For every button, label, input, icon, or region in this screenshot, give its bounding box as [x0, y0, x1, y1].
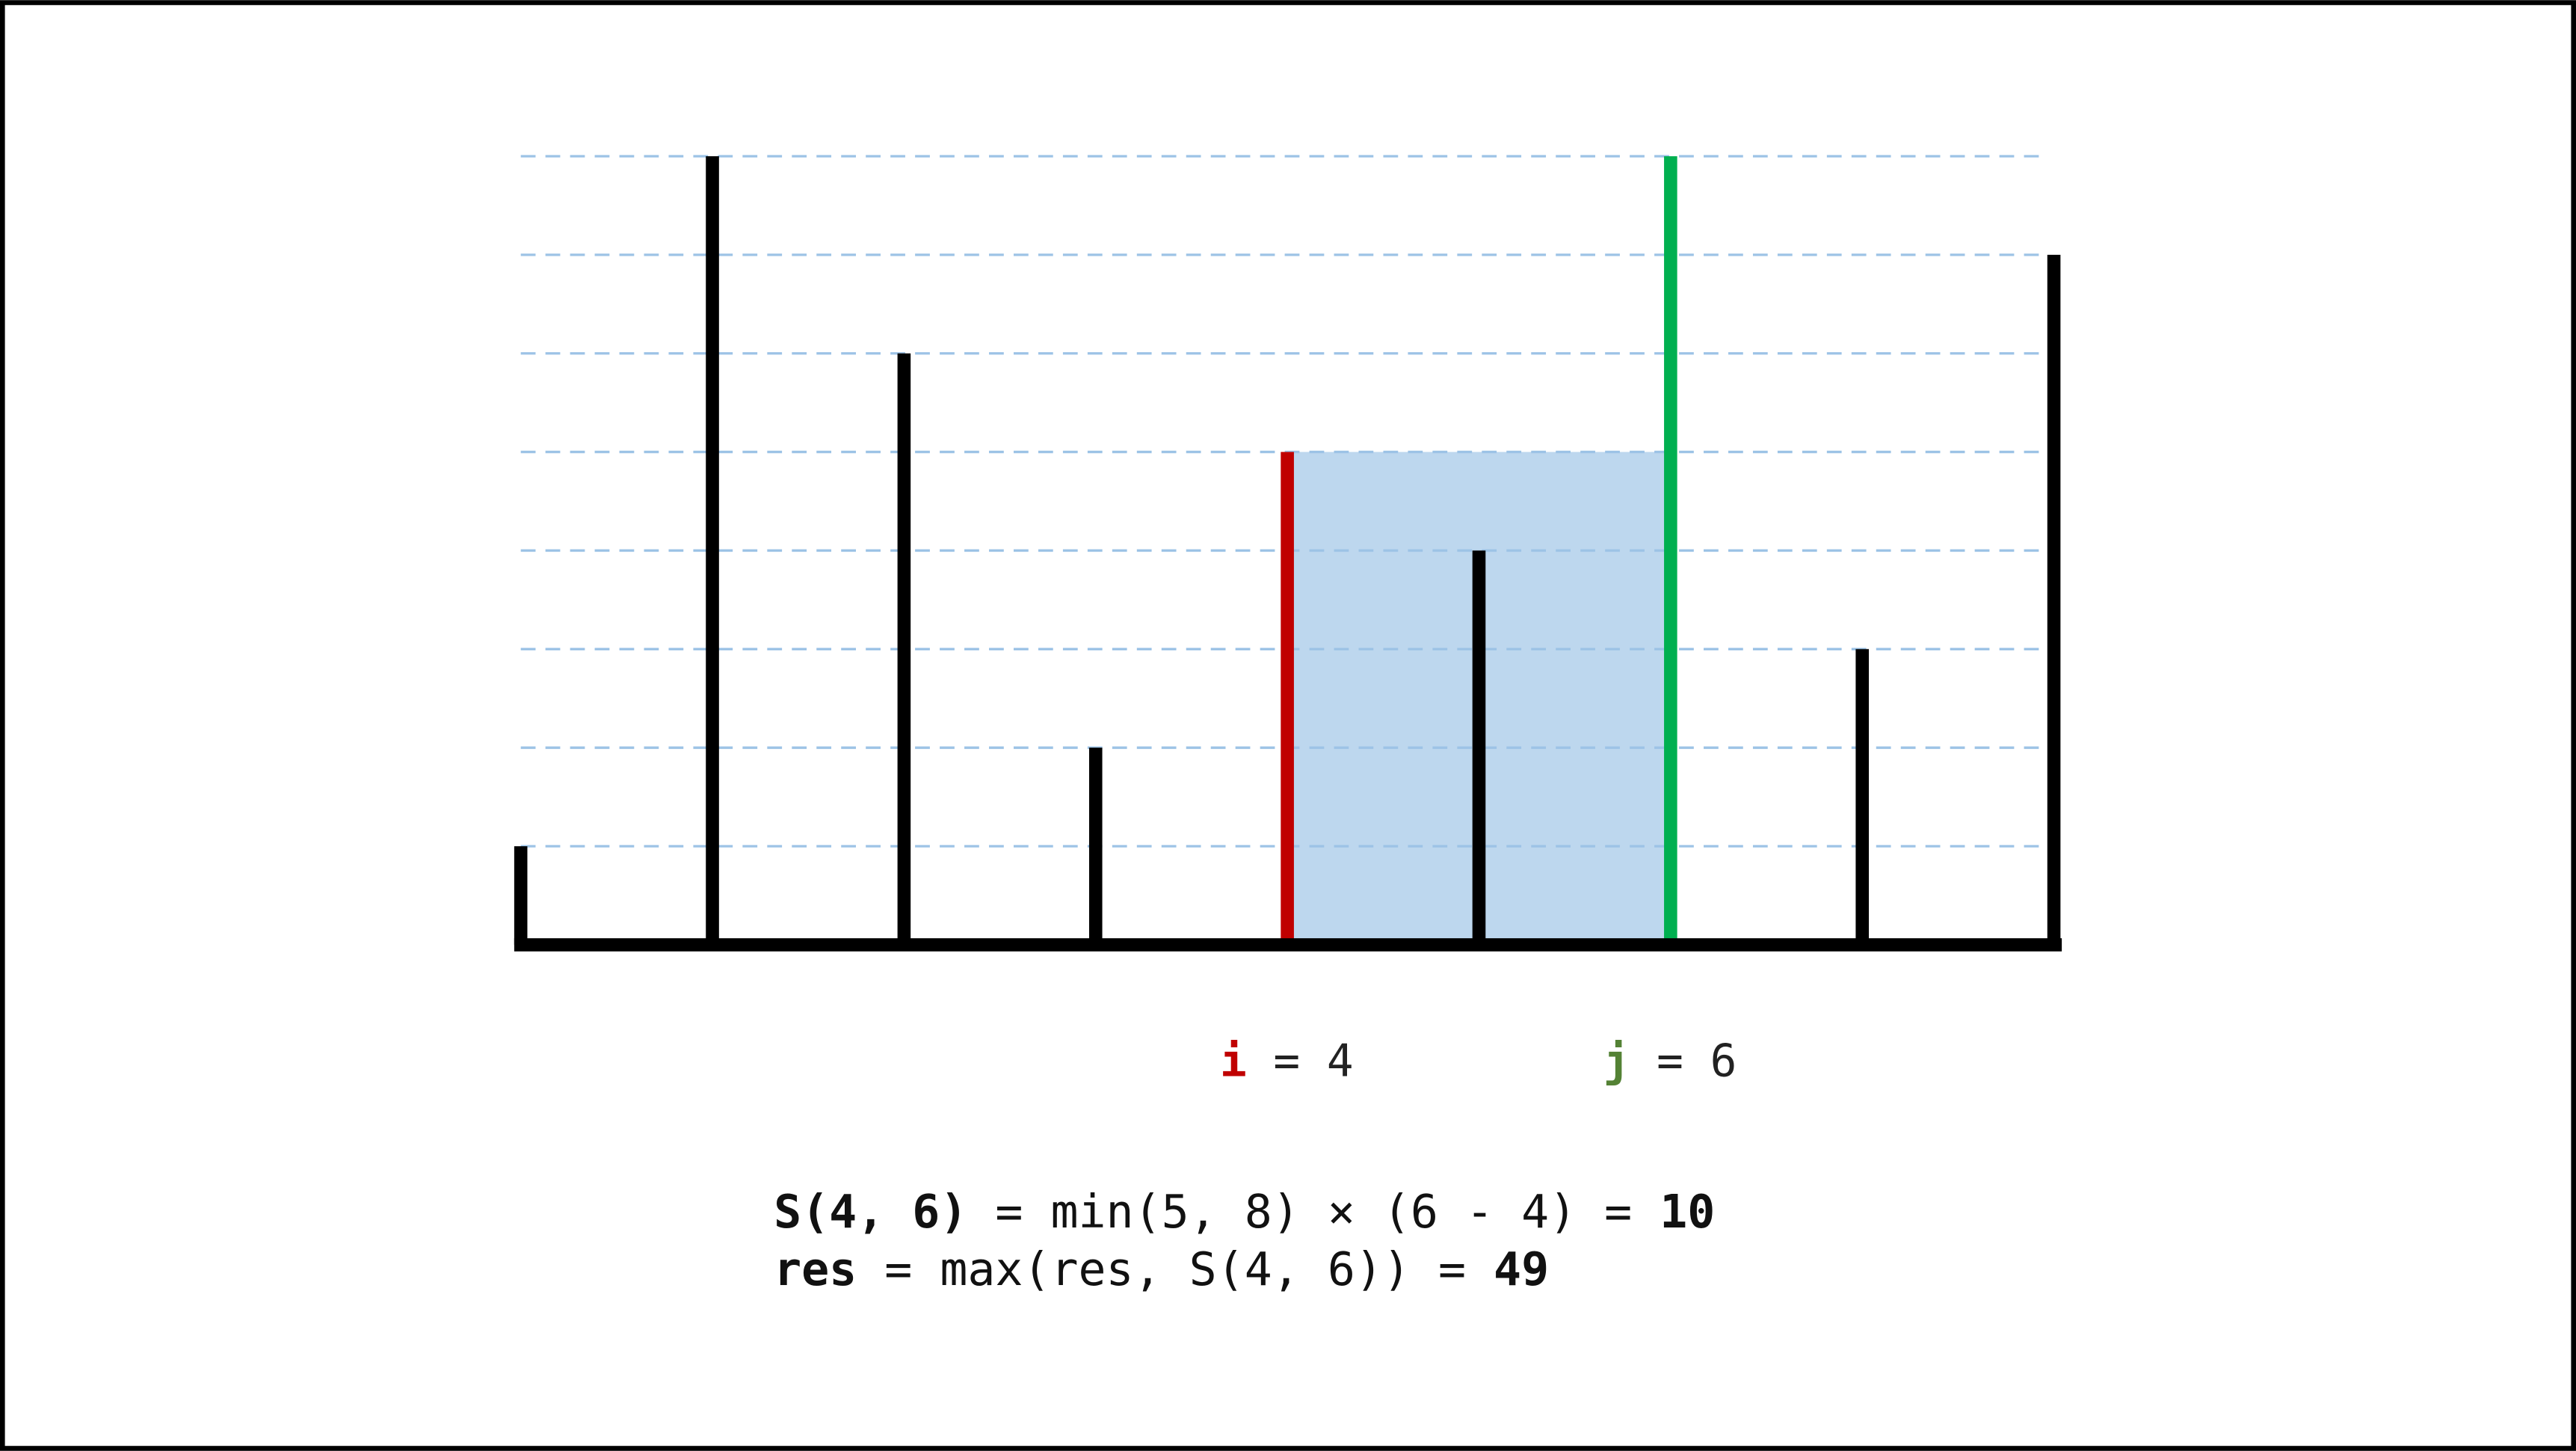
baseline [514, 938, 2062, 952]
pointer-label: i = 4 [1220, 1035, 1354, 1087]
height-bar [897, 353, 911, 945]
pointer-separator: = [1630, 1035, 1710, 1087]
formula-part: 10 [1660, 1185, 1715, 1239]
height-bar [1281, 452, 1294, 945]
formula-part: = max(res, S(4, 6)) = [857, 1242, 1494, 1296]
height-bar [1855, 649, 1869, 945]
pointer-label: j = 6 [1603, 1035, 1737, 1087]
height-bar [706, 155, 719, 945]
pointer-value: 6 [1710, 1035, 1737, 1087]
height-bar [514, 846, 528, 945]
pointer-name: j [1603, 1035, 1630, 1087]
height-bar [1664, 155, 1677, 945]
pointer-value: 4 [1327, 1035, 1354, 1087]
formula-part: S(4, 6) [774, 1185, 967, 1239]
pointer-separator: = [1247, 1035, 1327, 1087]
formula-line: res = max(res, S(4, 6)) = 49 [774, 1242, 1549, 1296]
formula-part: = min(5, 8) × (6 - 4) = [967, 1185, 1660, 1239]
formula-part: 49 [1494, 1242, 1549, 1296]
height-bar [2047, 254, 2061, 945]
height-bar [1472, 550, 1486, 945]
formula-line: S(4, 6) = min(5, 8) × (6 - 4) = 10 [774, 1185, 1715, 1239]
height-bar [1088, 748, 1103, 945]
pointer-name: i [1220, 1035, 1247, 1087]
formula-part: res [774, 1242, 857, 1296]
